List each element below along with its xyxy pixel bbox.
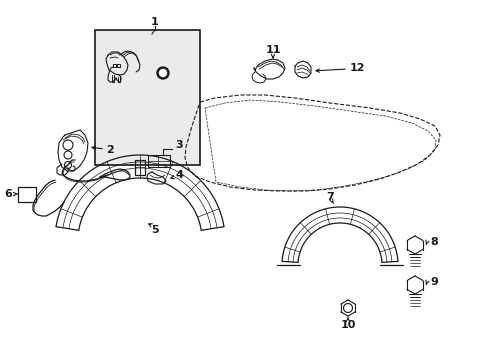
Text: 9: 9	[429, 277, 437, 287]
Bar	[18, 187, 36, 202]
Text: 10: 10	[340, 320, 355, 330]
Text: 1: 1	[151, 17, 159, 27]
Text: 11: 11	[264, 45, 280, 55]
Text: 7: 7	[325, 192, 333, 202]
Text: 2: 2	[106, 145, 114, 155]
Text: 3: 3	[175, 140, 182, 150]
Text: 12: 12	[349, 63, 365, 73]
Bar	[95, 30, 200, 165]
Circle shape	[157, 67, 169, 79]
Text: 6: 6	[4, 189, 12, 199]
Circle shape	[159, 69, 166, 77]
Text: 4: 4	[175, 170, 183, 180]
Text: 8: 8	[429, 237, 437, 247]
Text: 5: 5	[151, 225, 159, 235]
